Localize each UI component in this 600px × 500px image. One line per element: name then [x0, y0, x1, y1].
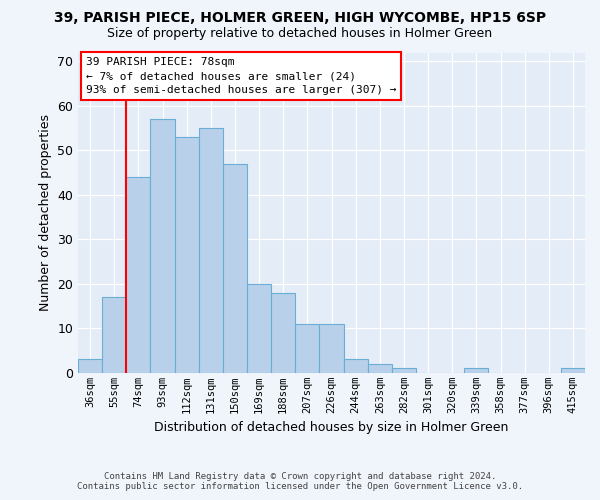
Bar: [368, 364, 392, 372]
Y-axis label: Number of detached properties: Number of detached properties: [38, 114, 52, 311]
Bar: [392, 368, 416, 372]
Text: 39 PARISH PIECE: 78sqm
← 7% of detached houses are smaller (24)
93% of semi-deta: 39 PARISH PIECE: 78sqm ← 7% of detached …: [86, 58, 396, 96]
Bar: [247, 284, 271, 372]
Bar: [102, 297, 126, 372]
Bar: [295, 324, 319, 372]
Bar: [271, 292, 295, 372]
Text: Contains HM Land Registry data © Crown copyright and database right 2024.
Contai: Contains HM Land Registry data © Crown c…: [77, 472, 523, 491]
Bar: [344, 359, 368, 372]
X-axis label: Distribution of detached houses by size in Holmer Green: Distribution of detached houses by size …: [154, 421, 509, 434]
Bar: [223, 164, 247, 372]
Text: 39, PARISH PIECE, HOLMER GREEN, HIGH WYCOMBE, HP15 6SP: 39, PARISH PIECE, HOLMER GREEN, HIGH WYC…: [54, 12, 546, 26]
Bar: [319, 324, 344, 372]
Bar: [175, 137, 199, 372]
Bar: [78, 359, 102, 372]
Bar: [464, 368, 488, 372]
Bar: [199, 128, 223, 372]
Text: Size of property relative to detached houses in Holmer Green: Size of property relative to detached ho…: [107, 28, 493, 40]
Bar: [561, 368, 585, 372]
Bar: [126, 177, 151, 372]
Bar: [151, 119, 175, 372]
